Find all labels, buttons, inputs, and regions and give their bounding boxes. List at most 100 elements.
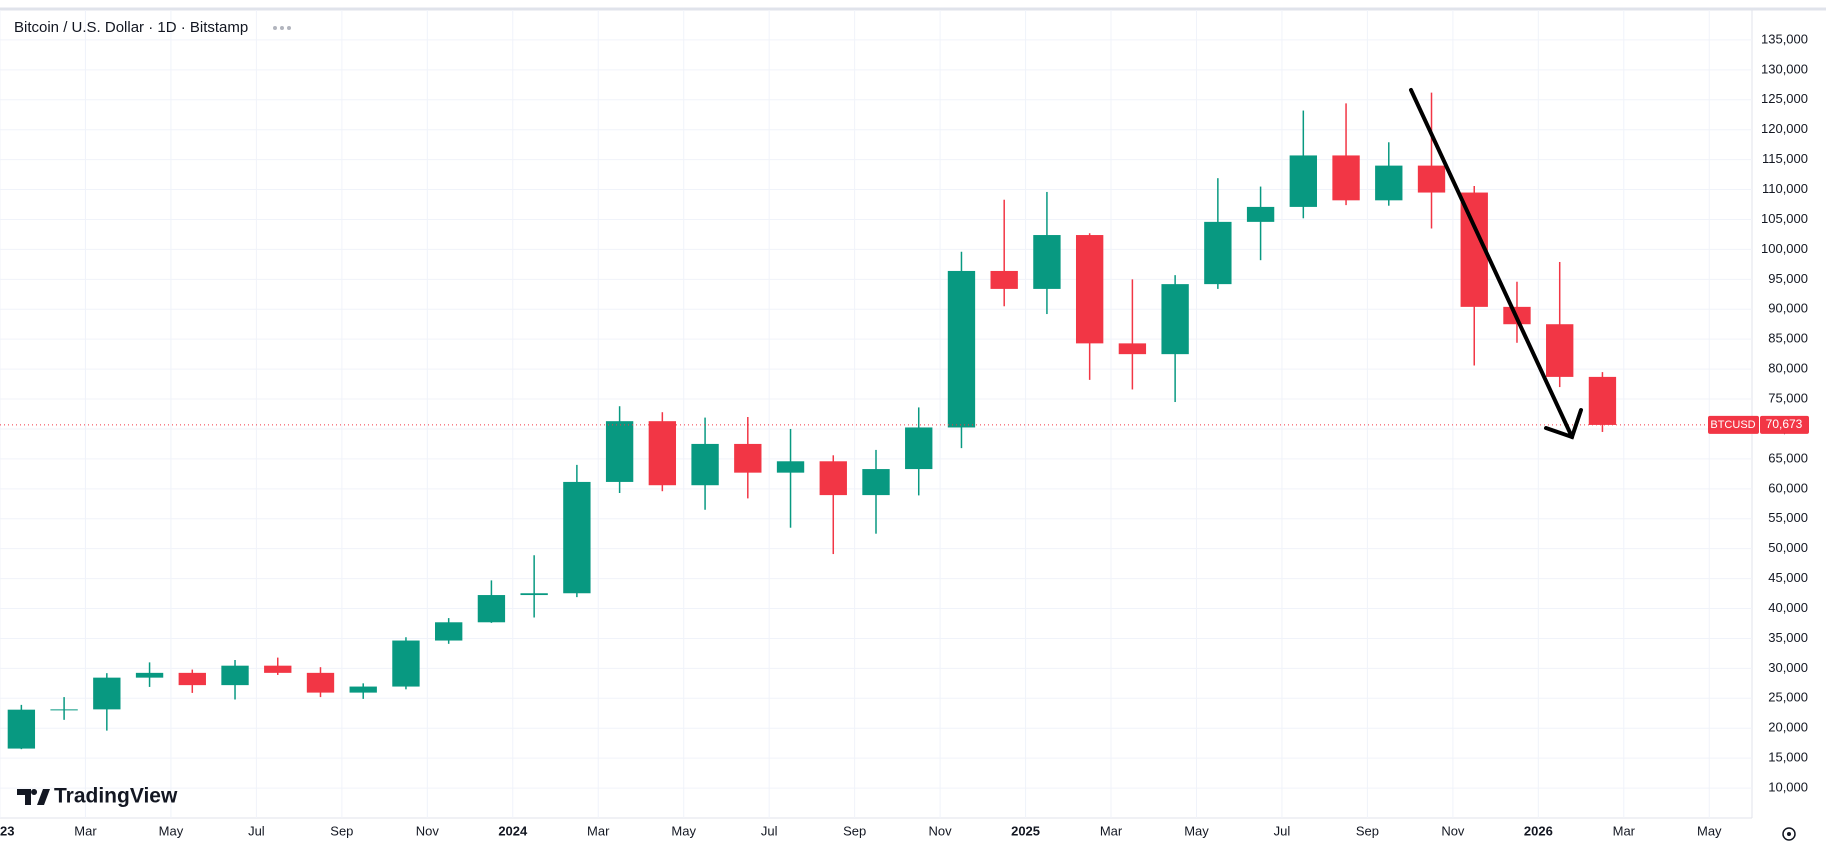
more-dots[interactable] (273, 26, 291, 30)
candle-body (605, 421, 634, 482)
y-tick-label: 50,000 (1768, 540, 1808, 555)
drawn-arrow (1409, 88, 1583, 440)
candle-body (776, 461, 805, 473)
x-tick-label: Nov (929, 823, 953, 838)
x-tick-label: Mar (587, 823, 610, 838)
last-price-box (1760, 415, 1809, 434)
candle-body (1289, 155, 1317, 207)
settings-icon[interactable] (1782, 827, 1796, 841)
candle-body (819, 461, 847, 496)
candle-body (905, 427, 933, 470)
arrow-head (1544, 408, 1583, 440)
candle-body (93, 677, 121, 710)
candle-body (477, 595, 506, 623)
candle-body (1204, 221, 1232, 285)
candle-body (50, 709, 78, 711)
y-tick-label: 40,000 (1768, 600, 1808, 615)
x-tick-label: Mar (1613, 823, 1636, 838)
candle-body (734, 443, 762, 473)
x-tick-label: Mar (1100, 823, 1123, 838)
dot (273, 26, 277, 30)
x-tick-label: May (1697, 823, 1722, 838)
y-tick-label: 20,000 (1768, 720, 1808, 735)
x-tick-label: 2026 (1524, 823, 1553, 838)
y-tick-label: 135,000 (1761, 31, 1808, 46)
candles (7, 92, 1617, 750)
x-tick-label: May (671, 823, 696, 838)
y-tick-label: 55,000 (1768, 510, 1808, 525)
candle-body (264, 665, 292, 673)
y-tick-label: 110,000 (1762, 181, 1808, 196)
candle-body (1118, 343, 1147, 355)
logo-icon (17, 789, 50, 805)
x-tick-label: 2024 (498, 823, 528, 838)
chart-title: Bitcoin / U.S. Dollar · 1D · Bitstamp (14, 19, 248, 36)
x-tick-label: Jul (248, 823, 265, 838)
candle-body (1588, 376, 1617, 425)
y-tick-label: 100,000 (1761, 241, 1808, 256)
y-tick-label: 95,000 (1768, 271, 1808, 286)
candle-body (563, 481, 591, 594)
y-tick-label: 130,000 (1761, 61, 1808, 76)
candle-body (392, 640, 420, 687)
y-tick-label: 30,000 (1768, 660, 1808, 675)
gear (1782, 827, 1796, 841)
candle-body (1161, 284, 1189, 355)
candle-body (7, 709, 36, 749)
candle-body (648, 421, 677, 486)
y-tick-label: 10,000 (1768, 780, 1808, 795)
candle-body (1546, 324, 1574, 377)
x-tick-label: May (1184, 823, 1209, 838)
x-tick-label: 2023 (0, 823, 14, 838)
arrow-shaft (1409, 88, 1574, 439)
candle-body (990, 270, 1018, 289)
y-tick-label: 85,000 (1768, 331, 1808, 346)
y-tick-label: 45,000 (1768, 570, 1808, 585)
candle-body (435, 622, 463, 641)
y-tick-label: 80,000 (1768, 361, 1808, 376)
axes: 10,000 15,000 20,000 25,000 30,000 35,000 40,0… (0, 31, 1809, 838)
y-tick-label: 25,000 (1768, 690, 1808, 705)
x-tick-label: Jul (1274, 823, 1291, 838)
brand-logo[interactable]: TradingView (17, 785, 178, 808)
last-price-label: 70,673 (1766, 417, 1803, 431)
candle-body (520, 593, 548, 596)
candle-body (135, 672, 164, 678)
y-tick-label: 65,000 (1768, 450, 1808, 465)
x-tick-label: Mar (74, 823, 97, 838)
symbol-label-box (1708, 415, 1759, 434)
dot (287, 26, 291, 30)
y-tick-label: 120,000 (1761, 121, 1808, 136)
y-tick-label: 90,000 (1768, 301, 1808, 316)
x-tick-label: Sep (1356, 823, 1379, 838)
candle-body (691, 443, 719, 486)
candle-body (1332, 155, 1360, 201)
candle-body (306, 672, 335, 693)
y-tick-label: 105,000 (1761, 211, 1808, 226)
y-tick-label: 75,000 (1768, 390, 1808, 405)
x-tick-label: Jul (761, 823, 778, 838)
candle-body (947, 270, 976, 428)
candle-body (178, 672, 206, 686)
x-tick-label: Nov (416, 823, 440, 838)
x-tick-label: Sep (843, 823, 866, 838)
candle-body (1375, 165, 1403, 201)
x-tick-label: 2025 (1011, 823, 1040, 838)
x-tick-label: May (159, 823, 184, 838)
x-tick-label: Sep (330, 823, 353, 838)
x-tick-label: Nov (1441, 823, 1465, 838)
y-tick-label: 15,000 (1768, 750, 1808, 765)
symbol-label: BTCUSD (1710, 419, 1755, 431)
y-tick-label: 35,000 (1768, 630, 1808, 645)
candle-body (1246, 206, 1275, 222)
candle-body (862, 469, 890, 496)
y-tick-label: 60,000 (1768, 480, 1808, 495)
brand-name: TradingView (54, 785, 178, 808)
candle-body (221, 665, 249, 686)
candle-body (1033, 235, 1061, 289)
dot (280, 26, 284, 30)
candle-body (349, 686, 377, 693)
y-tick-label: 125,000 (1761, 91, 1808, 106)
